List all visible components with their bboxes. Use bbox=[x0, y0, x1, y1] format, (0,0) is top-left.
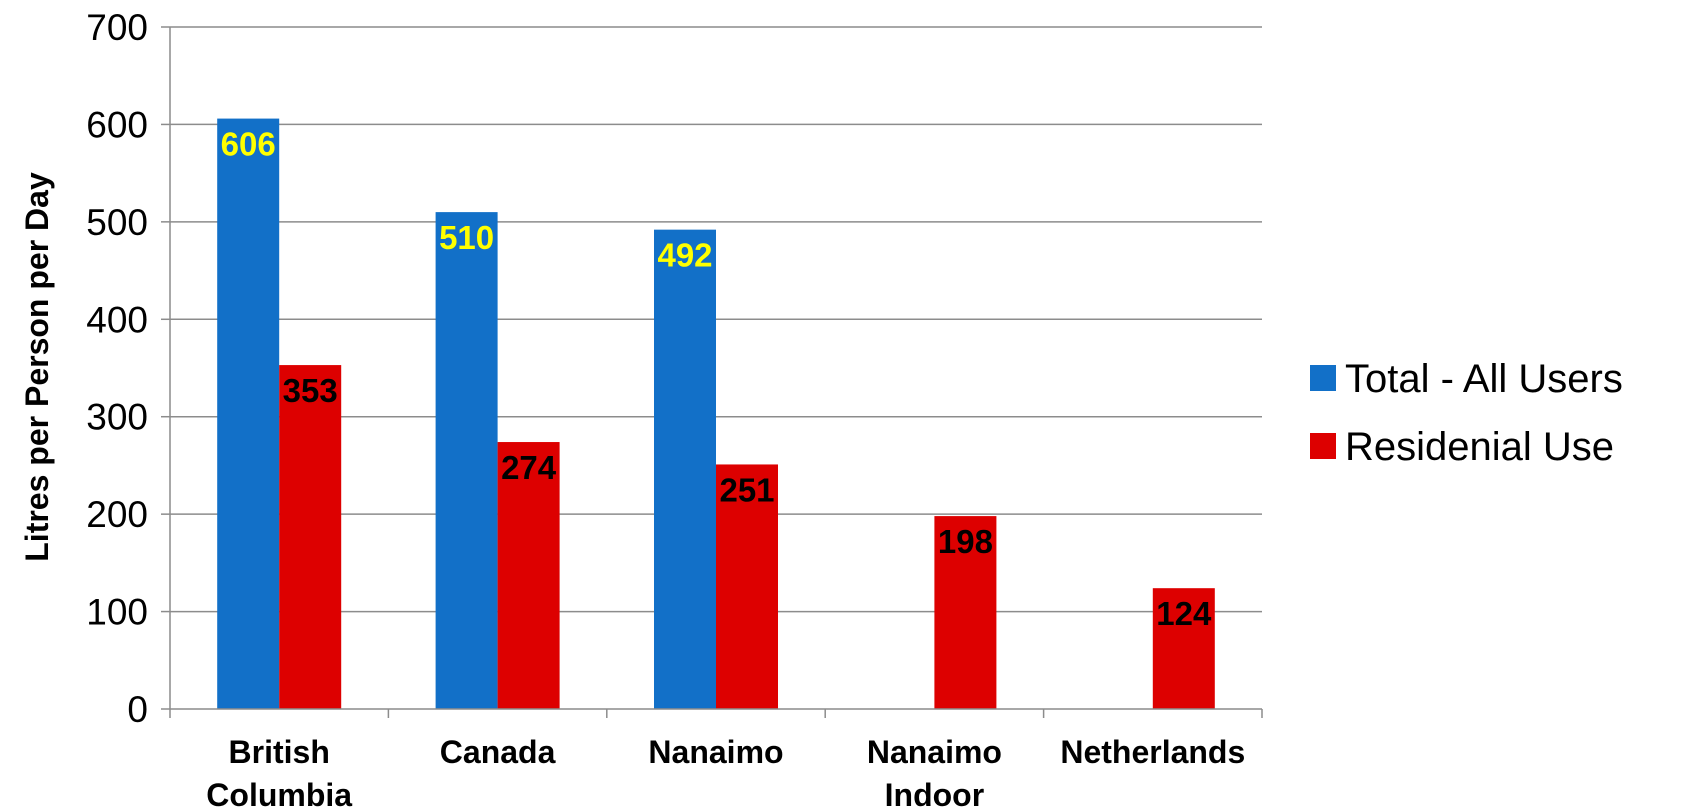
data-label: 274 bbox=[501, 449, 557, 486]
legend-swatch bbox=[1310, 433, 1336, 459]
data-label: 198 bbox=[938, 523, 993, 560]
bar bbox=[654, 229, 716, 709]
y-axis-title: Litres per Person per Day bbox=[19, 172, 55, 562]
legend-swatch bbox=[1310, 365, 1336, 391]
x-tick-label-line: British bbox=[229, 734, 330, 770]
x-tick-label: Canada bbox=[440, 734, 556, 770]
y-tick-label: 300 bbox=[86, 397, 148, 438]
data-label: 510 bbox=[439, 219, 494, 256]
x-tick-label: Netherlands bbox=[1060, 734, 1245, 770]
y-tick-label: 500 bbox=[86, 202, 148, 243]
bar bbox=[497, 442, 560, 709]
bar bbox=[279, 365, 342, 709]
y-tick-label: 100 bbox=[86, 592, 148, 633]
axes: 0 100 200 300 400 500 600 700 British Columbia Can… bbox=[86, 7, 1263, 809]
data-labels: 606 353 510 274 492 251 198 124 bbox=[221, 126, 1212, 633]
bar bbox=[435, 212, 498, 709]
x-tick-label-line: Canada bbox=[440, 734, 556, 770]
x-tick-label-line: Indoor bbox=[885, 777, 985, 809]
legend: Total - All Users Residenial Use bbox=[1310, 357, 1623, 469]
x-tick-label-line: Netherlands bbox=[1060, 734, 1245, 770]
legend-label: Total - All Users bbox=[1345, 357, 1623, 401]
data-label: 251 bbox=[719, 471, 774, 508]
x-tick-label-line: Columbia bbox=[206, 777, 352, 809]
data-label: 492 bbox=[657, 237, 712, 274]
data-label: 124 bbox=[1156, 595, 1212, 632]
y-tick-label: 400 bbox=[86, 299, 148, 340]
x-tick-label-line: Nanaimo bbox=[648, 734, 783, 770]
y-tick-label: 0 bbox=[127, 689, 148, 730]
data-label: 606 bbox=[221, 126, 276, 163]
bar bbox=[716, 464, 778, 709]
x-tick-label-line: Nanaimo bbox=[867, 734, 1002, 770]
x-tick-label: Nanaimo bbox=[648, 734, 783, 770]
y-tick-label: 600 bbox=[86, 104, 148, 145]
x-tick-label: British Columbia bbox=[206, 734, 352, 809]
bar bbox=[1152, 588, 1215, 709]
y-tick-label: 700 bbox=[86, 7, 148, 48]
data-label: 353 bbox=[283, 372, 338, 409]
x-tick-label: Nanaimo Indoor bbox=[867, 734, 1002, 809]
bar bbox=[217, 118, 280, 709]
y-tick-label: 200 bbox=[86, 494, 148, 535]
bar bbox=[934, 516, 997, 709]
bars bbox=[217, 118, 1215, 709]
legend-label: Residenial Use bbox=[1345, 425, 1614, 469]
